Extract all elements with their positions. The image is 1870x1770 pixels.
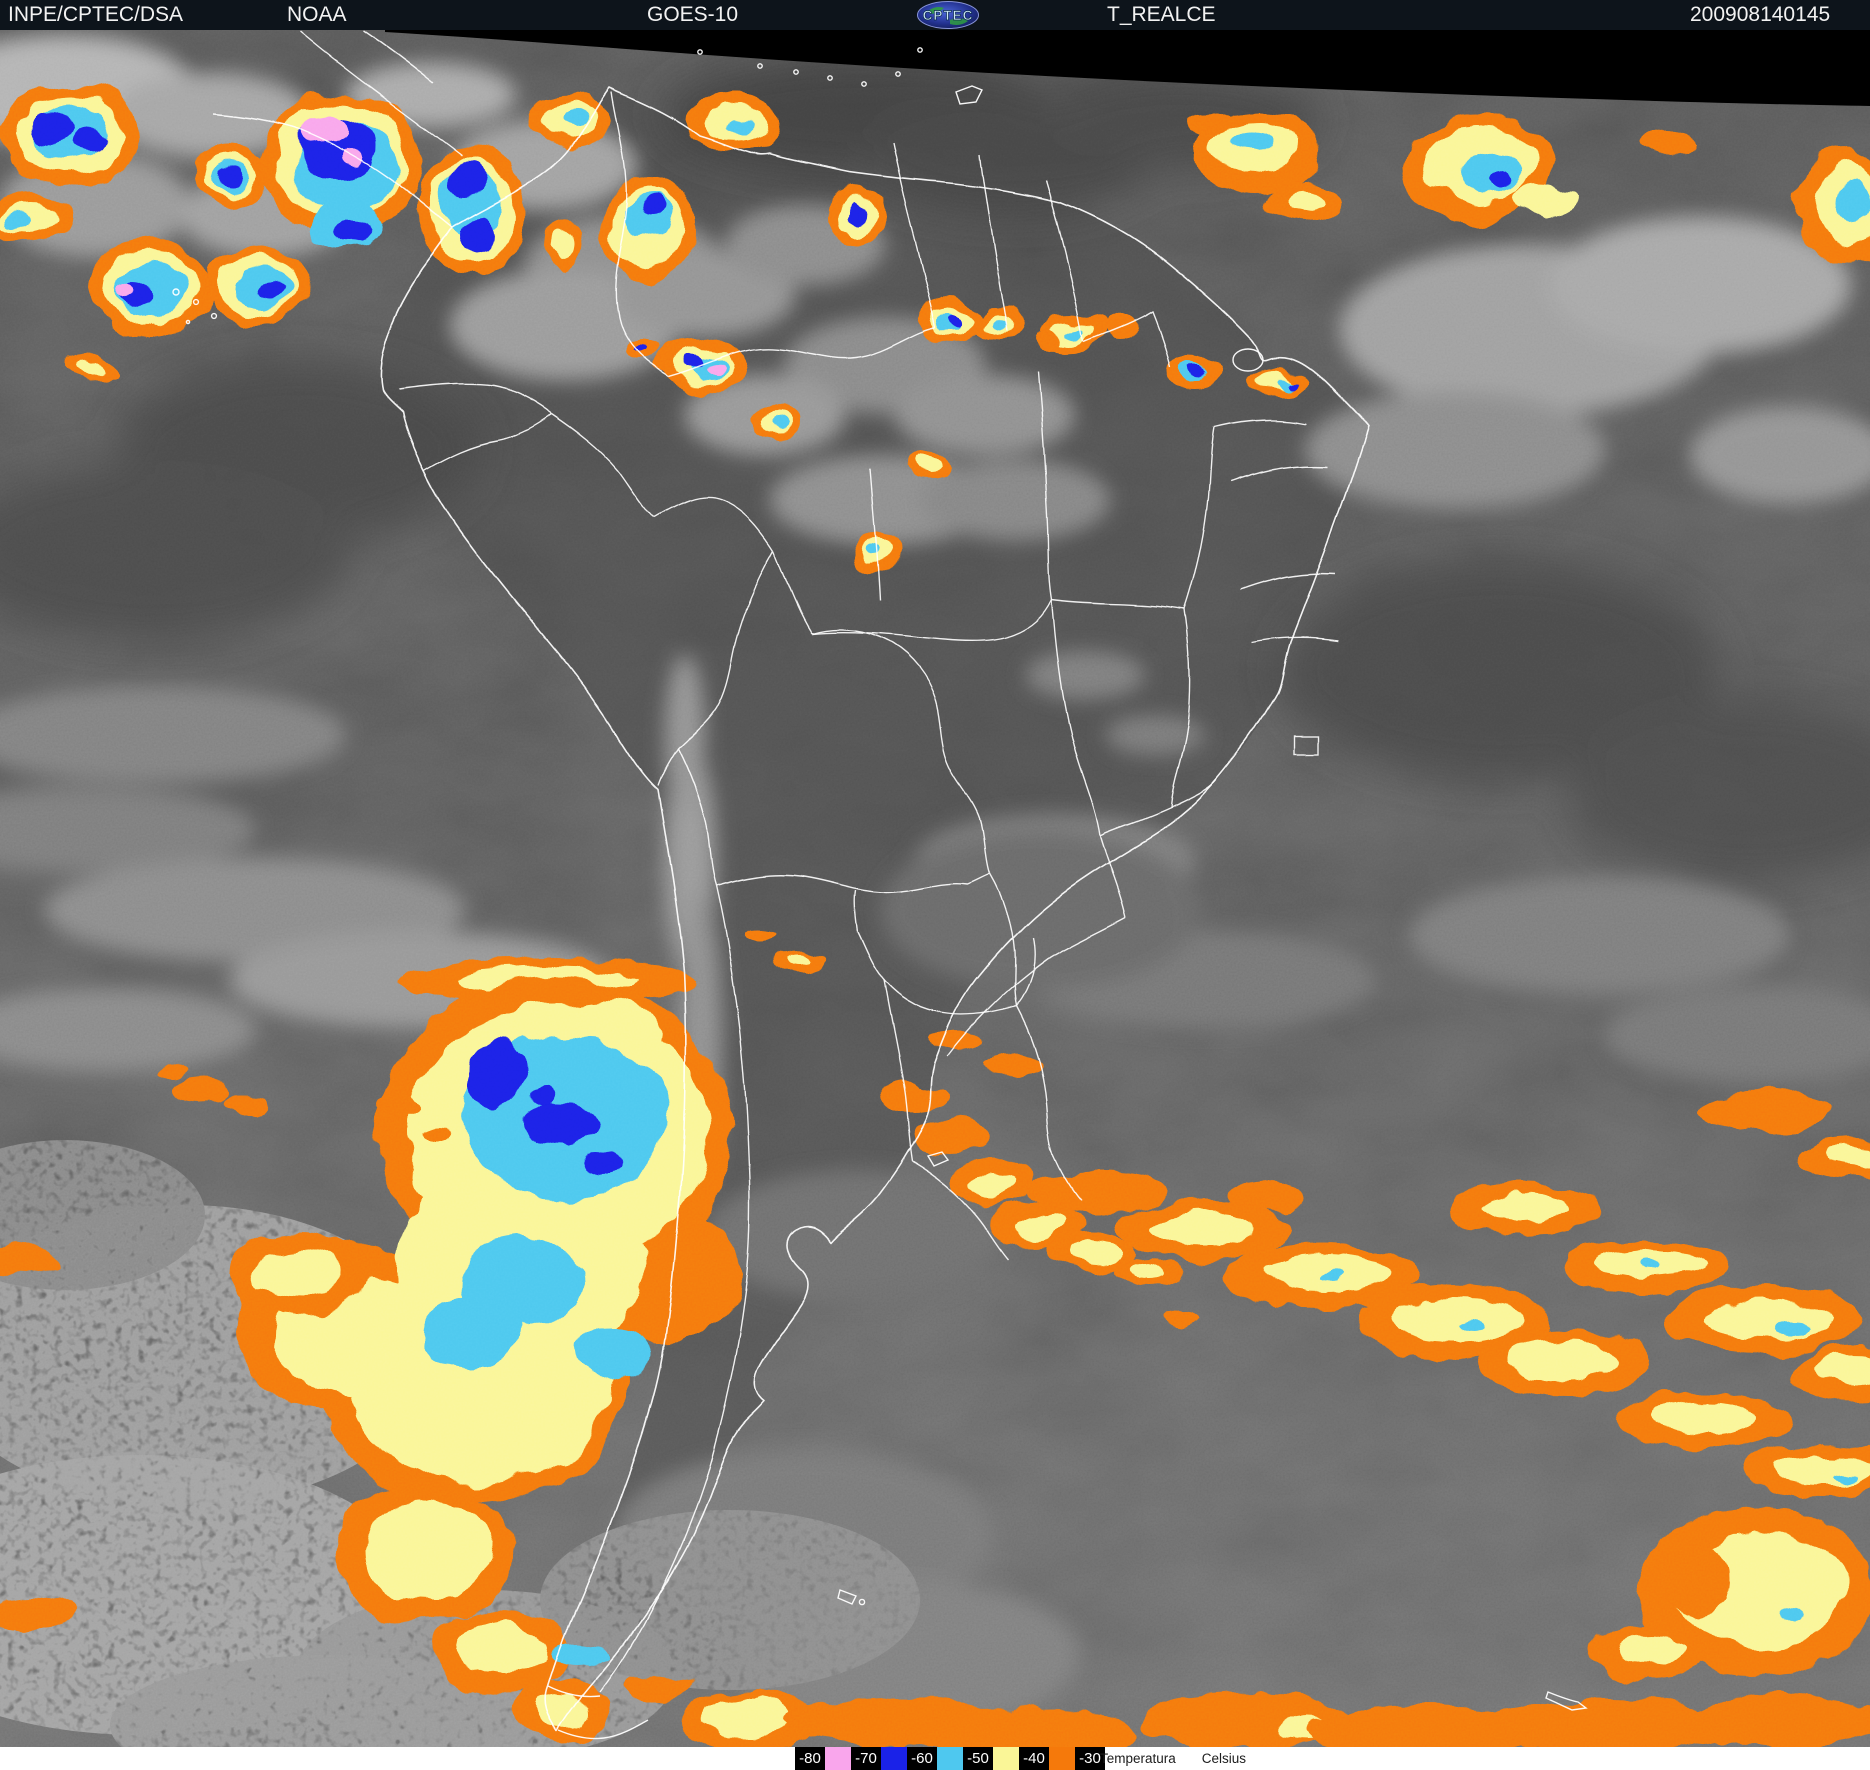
legend-temp-label: -30 [1075,1747,1105,1770]
image-grain [0,30,1870,1747]
satellite-image [0,30,1870,1747]
satellite-label: GOES-10 [647,3,739,26]
legend-color-swatch [881,1747,907,1770]
legend-temp-label: -40 [1019,1747,1049,1770]
island-outlines [172,47,1588,1740]
cptec-logo: CPTEC [917,1,979,29]
legend-scale: -80 -70 -60 -50 -40 -30 [795,1747,1105,1770]
legend-color-swatch [825,1747,851,1770]
legend-color-swatch [1049,1747,1075,1770]
legend-caption-word: Temperatura [1100,1751,1176,1766]
header-bar: INPE/CPTEC/DSA NOAA GOES-10 CPTEC T_REAL… [0,0,1870,30]
coastline-borders [213,30,1369,1731]
no-data-black-wedge [385,30,1870,106]
legend-color-swatch [993,1747,1019,1770]
legend-temp-label: -60 [907,1747,937,1770]
agency-label: NOAA [287,3,347,26]
timestamp-label: 200908140145 [1690,3,1831,26]
source-label: INPE/CPTEC/DSA [8,3,184,26]
legend-temp-label: -70 [851,1747,881,1770]
legend-temp-label: -80 [795,1747,825,1770]
temperature-legend-bar: -80 -70 -60 -50 -40 -30 Temperatura Celsius [0,1747,1870,1770]
legend-caption-word: Celsius [1201,1751,1247,1766]
product-label: T_REALCE [1107,3,1216,26]
legend-color-swatch [937,1747,963,1770]
cptec-logo-text: CPTEC [923,8,974,23]
legend-temp-label: -50 [963,1747,993,1770]
legend-caption: Temperatura Celsius [1100,1747,1246,1770]
satellite-map-svg [0,30,1870,1747]
